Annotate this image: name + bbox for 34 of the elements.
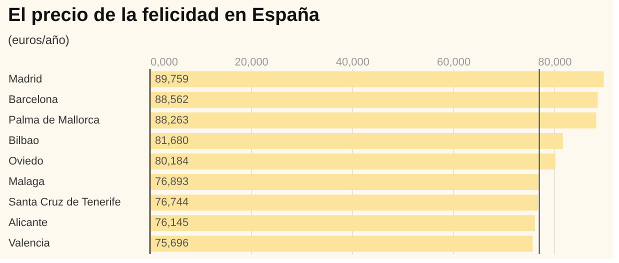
- data-label: 76,893: [155, 176, 189, 188]
- y-tick-label: Santa Cruz de Tenerife: [8, 196, 121, 209]
- y-tick-label: Palma de Mallorca: [8, 114, 100, 126]
- y-tick-label: Malaga: [8, 176, 46, 188]
- x-tick-label: 40,000: [336, 56, 370, 68]
- bar: [150, 236, 533, 252]
- data-label: 75,696: [155, 238, 189, 250]
- y-tick-label: Bilbao: [8, 134, 40, 147]
- x-tick-label: 80,000: [538, 56, 572, 68]
- y-tick-label: Valencia: [8, 238, 51, 250]
- text: (euros/año): [8, 33, 70, 47]
- x-tick-label: 0,000: [150, 56, 178, 68]
- bar: [150, 215, 535, 232]
- bar: [150, 174, 539, 190]
- data-label: 81,680: [155, 134, 189, 147]
- data-label: 80,184: [155, 156, 189, 168]
- bar: [150, 132, 563, 149]
- y-tick-label: Alicante: [8, 217, 48, 230]
- data-label: 89,759: [155, 73, 189, 86]
- y-tick-label: Barcelona: [8, 94, 59, 106]
- data-label: 76,145: [155, 217, 189, 230]
- x-tick-label: 60,000: [437, 56, 471, 68]
- data-label: 88,263: [155, 114, 189, 126]
- y-tick-label: Oviedo: [8, 156, 44, 168]
- bar: [150, 112, 596, 128]
- bar: [150, 71, 604, 88]
- y-tick-label: Madrid: [8, 73, 42, 86]
- data-label: 88,562: [155, 94, 189, 106]
- bar: [150, 154, 556, 170]
- chart-title: El precio de la felicidad en España: [8, 5, 320, 26]
- data-label: 76,744: [155, 196, 189, 209]
- bar: [150, 92, 598, 108]
- x-tick-label: 20,000: [234, 56, 268, 68]
- bar: [150, 194, 538, 211]
